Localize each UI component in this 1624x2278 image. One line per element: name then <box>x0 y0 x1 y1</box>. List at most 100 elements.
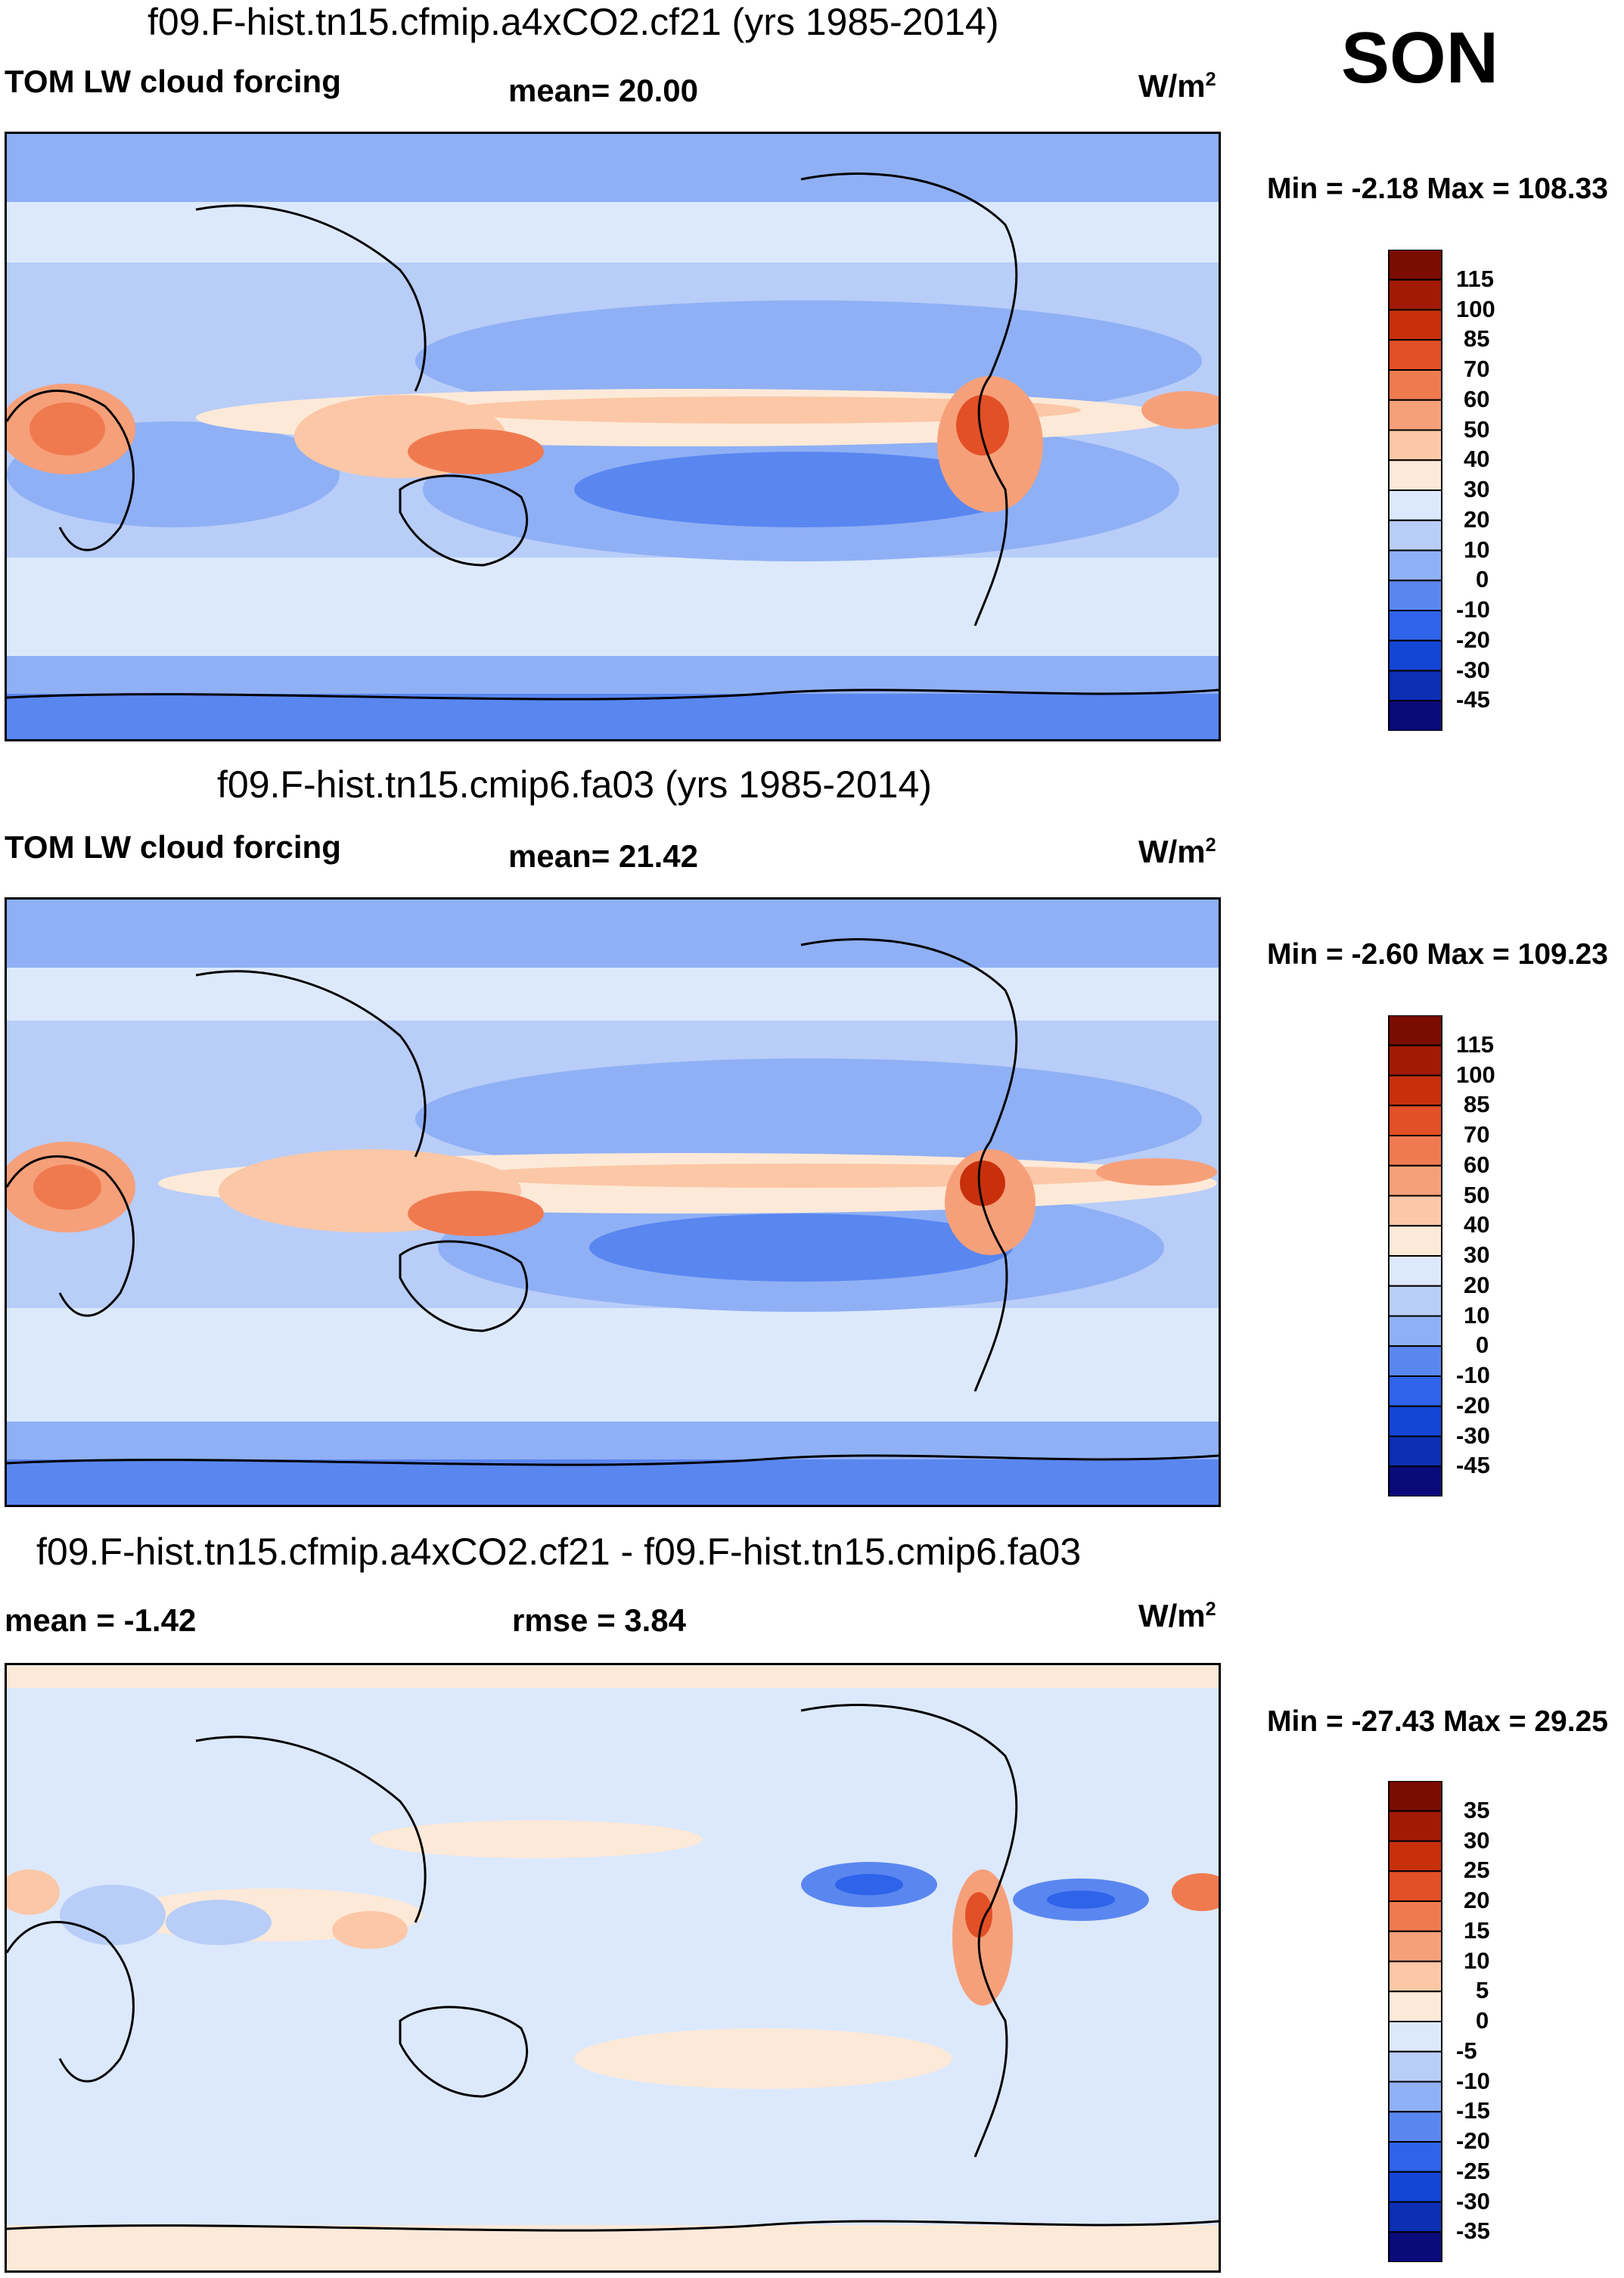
colorbar-swatch <box>1388 1405 1442 1437</box>
colorbar-tick-label: 115 <box>1456 1030 1495 1058</box>
panel-1-mean-label: mean= 20.00 <box>508 73 699 108</box>
coastline-asia <box>195 970 427 1158</box>
map-background <box>7 1665 1219 2270</box>
panel-3-title: f09.F-hist.tn15.cfmip.a4xCO2.cf21 - f09.… <box>36 1531 1082 1573</box>
npac-positive <box>370 1820 703 1858</box>
midlat-band-south <box>7 558 1219 656</box>
colorbar-tick-label: 50 <box>1464 1181 1490 1208</box>
colorbar-swatch <box>1388 1164 1442 1197</box>
colorbar-swatch <box>1388 519 1442 552</box>
colorbar-swatch <box>1388 1960 1442 1993</box>
panel-2-colorbar <box>1388 1015 1442 1496</box>
arctic-band <box>7 134 1219 202</box>
atl-core <box>1047 1891 1115 1909</box>
colorbar-swatch <box>1388 610 1442 642</box>
colorbar-tick-label: 25 <box>1464 1857 1490 1884</box>
samerica-core <box>956 395 1009 455</box>
colorbar-tick-label: 30 <box>1464 1826 1490 1854</box>
panel-2-mean-label: mean= 21.42 <box>508 838 699 874</box>
colorbar-tick-label: -5 <box>1456 2037 1477 2064</box>
colorbar-swatch <box>1388 1255 1442 1287</box>
colorbar-swatch <box>1388 2171 1442 2203</box>
indian-negative <box>166 1900 272 1945</box>
colorbar-tick-label: -10 <box>1456 2067 1490 2094</box>
colorbar-tick-label: -15 <box>1456 2097 1490 2124</box>
coastline-australia <box>399 1240 529 1332</box>
panel-3-rmse-label: rmse = 3.84 <box>512 1602 687 1638</box>
east-pac-core <box>835 1874 903 1895</box>
itcz-core <box>461 1164 1141 1188</box>
colorbar-tick-label: 40 <box>1464 1211 1490 1238</box>
colorbar-swatch <box>1388 1900 1442 1932</box>
antarctic-core <box>7 694 1219 739</box>
colorbar-tick-label: -45 <box>1456 1452 1490 1479</box>
colorbar-tick-label: 60 <box>1464 1151 1490 1178</box>
colorbar-swatch <box>1388 1375 1442 1407</box>
colorbar-swatch <box>1388 1015 1442 1046</box>
colorbar-tick-label: 85 <box>1464 1091 1490 1118</box>
colorbar-swatch <box>1388 1135 1442 1167</box>
colorbar-swatch <box>1388 1225 1442 1257</box>
antarctic-core <box>7 1459 1219 1505</box>
colorbar-swatch <box>1388 549 1442 582</box>
coastline-antarctica <box>7 1454 1219 1466</box>
colorbar-tick-label: 50 <box>1464 415 1490 443</box>
maritime-core <box>408 1191 544 1236</box>
colorbar-tick-label: 0 <box>1476 566 1489 593</box>
colorbar-tick-label: -10 <box>1456 1362 1490 1388</box>
panel-3-colorbar <box>1388 1781 1442 2262</box>
panel-2-variable-label: TOM LW cloud forcing <box>5 829 341 865</box>
colorbar-swatch <box>1388 1285 1442 1317</box>
panel-2-colorbar-labels: 115 100 85 70 60 50 40 30 20 10 0 -10 -20 -30 -45 <box>1456 1015 1547 1496</box>
colorbar-swatch <box>1388 670 1442 702</box>
colorbar-swatch <box>1388 278 1442 311</box>
colorbar-tick-label: 0 <box>1476 1332 1489 1359</box>
andes-core <box>965 1892 992 1938</box>
colorbar-swatch <box>1388 1195 1442 1227</box>
east-atl-convection <box>1096 1158 1217 1186</box>
subtropic-low-npac <box>415 1058 1202 1179</box>
colorbar-tick-label: 30 <box>1464 476 1490 502</box>
coastline-asia <box>195 1736 427 1923</box>
coastline-americas <box>800 172 1018 626</box>
panel-1-minmax: Min = -2.18 Max = 108.33 <box>1267 172 1608 205</box>
colorbar-tick-label: 10 <box>1464 1947 1490 1974</box>
colorbar-swatch <box>1388 639 1442 672</box>
colorbar-tick-label: 40 <box>1464 446 1490 473</box>
colorbar-swatch <box>1388 2231 1442 2262</box>
colorbar-tick-label: 20 <box>1464 505 1490 533</box>
colorbar-tick-label: 100 <box>1456 295 1495 322</box>
colorbar-swatch <box>1388 2111 1442 2143</box>
coastline-antarctica <box>7 688 1219 701</box>
colorbar-swatch <box>1388 369 1442 401</box>
colorbar-swatch <box>1388 1044 1442 1077</box>
andes-positive <box>952 1869 1013 2006</box>
colorbar-swatch <box>1388 309 1442 341</box>
colorbar-tick-label: -35 <box>1456 2217 1490 2245</box>
colorbar-swatch <box>1388 459 1442 491</box>
colorbar-tick-label: -20 <box>1456 1391 1490 1419</box>
coastline-africa <box>7 1155 135 1317</box>
colorbar-tick-label: 85 <box>1464 325 1490 353</box>
colorbar-tick-label: 100 <box>1456 1061 1495 1088</box>
panel-2-map <box>5 897 1221 1507</box>
colorbar-tick-label: -10 <box>1456 596 1490 623</box>
panel-1-units: W/m2 <box>1138 68 1216 104</box>
maritime-core <box>408 429 544 474</box>
season-label: SON <box>1341 17 1499 98</box>
colorbar-tick-label: -45 <box>1456 686 1490 713</box>
midlat-band-north <box>7 202 1219 263</box>
colorbar-swatch <box>1388 1074 1442 1107</box>
colorbar-tick-label: 10 <box>1464 536 1490 563</box>
colorbar-swatch <box>1388 1991 1442 2022</box>
colorbar-swatch <box>1388 1870 1442 1902</box>
colorbar-tick-label: 0 <box>1476 2007 1489 2034</box>
panel-2-minmax: Min = -2.60 Max = 109.23 <box>1267 938 1608 971</box>
colorbar-swatch <box>1388 580 1442 611</box>
arctic-band <box>7 1665 1219 1688</box>
east-atl-positive <box>1172 1873 1219 1911</box>
colorbar-swatch <box>1388 2081 1442 2113</box>
colorbar-tick-label: 115 <box>1456 265 1495 292</box>
colorbar-tick-label: 30 <box>1464 1242 1490 1268</box>
panel-2-units: W/m2 <box>1138 834 1216 869</box>
